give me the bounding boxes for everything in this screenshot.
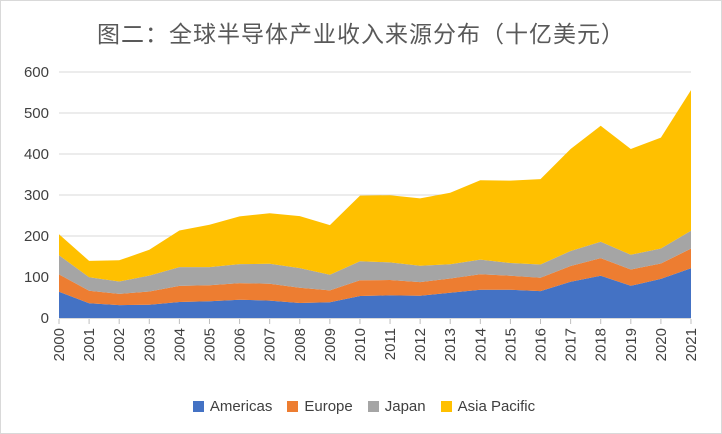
- area-series-americas: [59, 268, 691, 318]
- x-axis-label: 2019: [623, 328, 640, 361]
- legend-item-europe: Europe: [287, 398, 353, 415]
- legend-swatch-japan: [367, 401, 379, 412]
- x-axis-label: 2006: [232, 328, 249, 361]
- x-axis-label: 2013: [442, 328, 459, 361]
- y-axis-label: 600: [24, 64, 49, 81]
- legend-swatch-asia-pacific: [440, 401, 452, 412]
- x-axis-label: 2015: [502, 328, 519, 361]
- legend-item-asia-pacific: Asia Pacific: [440, 398, 536, 415]
- x-axis-label: 2021: [683, 328, 700, 361]
- legend-item-japan: Japan: [367, 398, 426, 415]
- legend-label: Asia Pacific: [457, 398, 536, 415]
- x-axis-label: 2011: [382, 328, 399, 360]
- x-axis-label: 2002: [111, 328, 128, 361]
- y-axis-label: 300: [24, 187, 49, 204]
- x-axis-label: 2007: [262, 328, 279, 361]
- x-axis-label: 2004: [171, 328, 188, 361]
- area-series-europe: [59, 248, 691, 306]
- legend-label: Americas: [209, 398, 273, 415]
- legend-swatch-americas: [192, 401, 204, 412]
- x-axis-label: 2017: [563, 328, 580, 361]
- x-axis-label: 2018: [593, 328, 610, 361]
- x-axis-label: 2014: [472, 328, 489, 361]
- y-axis-label: 500: [24, 105, 49, 122]
- x-axis-label: 2005: [201, 328, 218, 361]
- legend: Americas Europe Japan Asia Pacific: [31, 398, 697, 415]
- area-series-asia-pacific: [59, 90, 691, 282]
- legend-label: Japan: [384, 398, 426, 415]
- y-axis-label: 0: [41, 310, 49, 327]
- legend-item-americas: Americas: [192, 398, 273, 415]
- legend-swatch-europe: [287, 401, 299, 412]
- x-axis-label: 2008: [292, 328, 309, 361]
- legend-label: Europe: [304, 398, 353, 415]
- x-axis-label: 2020: [653, 328, 670, 361]
- x-axis-label: 2010: [352, 328, 369, 361]
- x-axis-label: 2009: [322, 328, 339, 361]
- x-axis-label: 2012: [412, 328, 429, 361]
- y-axis-label: 100: [24, 269, 49, 286]
- y-axis-label: 400: [24, 146, 49, 163]
- x-axis-label: 2000: [51, 328, 68, 361]
- chart-title: 图二：全球半导体产业收入来源分布（十亿美元）: [97, 21, 625, 47]
- x-axis-label: 2016: [533, 328, 550, 361]
- x-axis-label: 2003: [141, 328, 158, 361]
- y-axis-label: 200: [24, 228, 49, 245]
- area-series-japan: [59, 230, 691, 294]
- x-axis-label: 2001: [81, 328, 98, 361]
